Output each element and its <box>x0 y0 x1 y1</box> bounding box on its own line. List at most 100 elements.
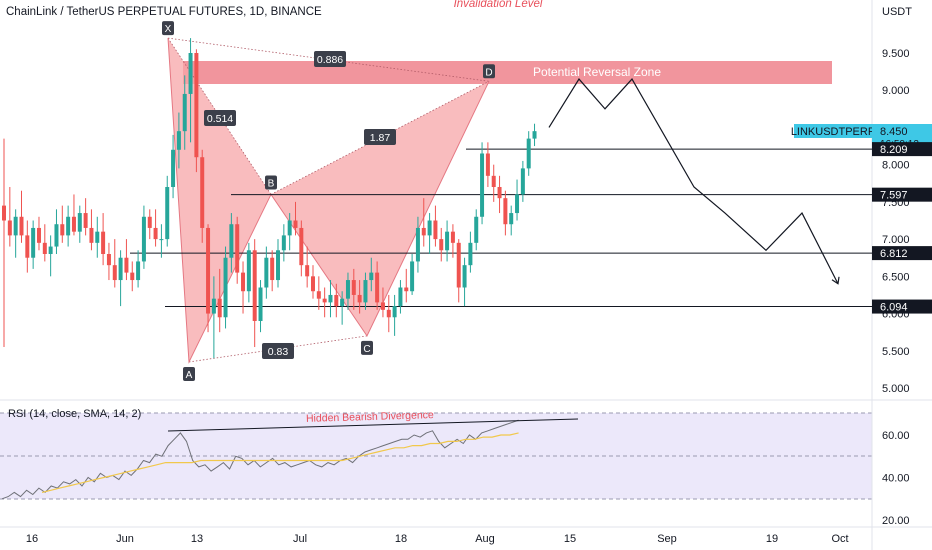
candle-body <box>293 220 298 228</box>
rsi-axis[interactable]: 60.00 40.00 20.00 <box>882 430 910 527</box>
pattern-ratio[interactable]: 1.87 <box>364 129 396 145</box>
candle-body <box>270 257 275 281</box>
pattern-ratio-label: 0.514 <box>207 113 233 125</box>
pattern-point-label: B <box>268 178 275 189</box>
price-tick-label: 5.000 <box>882 383 910 395</box>
price-tick-label: 5.500 <box>882 346 910 358</box>
time-tick-label: 18 <box>395 533 407 545</box>
candle-body <box>287 220 292 236</box>
symbol-tag-box <box>794 124 872 138</box>
candle-body <box>345 280 350 299</box>
level-tag: 6.094 <box>880 302 908 314</box>
candle-body <box>235 224 240 273</box>
candle-body <box>386 309 391 318</box>
time-tick-label: 15 <box>564 533 576 545</box>
level-tag: 8.209 <box>880 144 908 156</box>
candle-body <box>415 227 420 262</box>
candle-body <box>118 257 123 281</box>
candle-body <box>515 194 520 214</box>
rsi-indicator-label[interactable]: RSI (14, close, SMA, 14, 2) <box>8 408 141 420</box>
price-tick-label: 7.000 <box>882 234 910 246</box>
price-tick-label: 9.500 <box>882 48 910 60</box>
rsi-sma-line <box>41 432 519 493</box>
candle-body <box>229 224 234 258</box>
invalidation-level-label: Invalidation Level <box>454 0 543 10</box>
candle-body <box>357 294 362 303</box>
candle-body <box>503 198 508 225</box>
candle-body <box>404 287 409 292</box>
candle-body <box>241 272 246 292</box>
candle-body <box>310 276 315 292</box>
pattern-triangle-bcd <box>271 81 489 336</box>
pattern-point-box <box>162 21 174 36</box>
divergence-trendline[interactable] <box>167 418 579 432</box>
pattern-point-x[interactable]: X <box>162 21 174 36</box>
candlestick-series <box>2 38 537 359</box>
pattern-point-c[interactable]: C <box>361 340 373 355</box>
candle-body <box>281 235 286 251</box>
candle-body <box>369 272 374 281</box>
rsi-pane <box>1 419 519 500</box>
candle-body <box>328 294 333 303</box>
time-axis[interactable]: 16 Jun 13 Jul 18 Aug 15 Sep 19 Oct <box>26 533 849 545</box>
candle-body <box>246 250 251 292</box>
time-tick-label: Jun <box>116 533 134 545</box>
candle-body <box>375 272 380 303</box>
candle-body <box>13 216 18 236</box>
candle-body <box>54 224 59 247</box>
candle-body <box>497 187 502 199</box>
time-tick-label: Aug <box>475 533 495 545</box>
candle-body <box>526 138 531 169</box>
candle-body <box>194 53 199 158</box>
candle-body <box>316 291 321 299</box>
projection-arrowhead <box>831 276 840 285</box>
candle-body <box>264 257 269 288</box>
candle-body <box>445 231 450 251</box>
candle-body <box>182 93 187 132</box>
pattern-ratio-label: 0.886 <box>317 54 343 66</box>
pattern-ratio-box <box>204 110 236 126</box>
candle-body <box>176 131 181 150</box>
candle-body <box>124 257 129 273</box>
candle-body <box>159 239 164 241</box>
projection-path[interactable] <box>548 78 840 285</box>
candle-body <box>509 213 514 225</box>
potential-reversal-zone[interactable] <box>183 61 832 84</box>
candle-body <box>211 298 216 314</box>
candle-body <box>276 250 281 281</box>
pattern-ratio[interactable]: 0.83 <box>262 343 294 359</box>
candle-body <box>48 246 53 254</box>
pattern-point-d[interactable]: D <box>483 64 495 79</box>
price-tick-label: 8.000 <box>882 160 910 172</box>
pattern-point-label: A <box>186 370 193 381</box>
level-tag-box <box>872 299 932 314</box>
candle-body <box>71 216 76 232</box>
pattern-point-label: C <box>363 344 370 355</box>
candle-body <box>421 227 426 236</box>
candle-body <box>95 231 100 243</box>
candle-body <box>31 227 36 258</box>
time-tick-label: 16 <box>26 533 38 545</box>
candle-body <box>410 261 415 292</box>
level-tag-box <box>872 246 932 261</box>
candle-body <box>456 242 461 288</box>
rsi-line <box>1 419 519 500</box>
pattern-ratio[interactable]: 0.886 <box>314 51 346 67</box>
candle-body <box>392 306 397 318</box>
time-tick-label: Jul <box>293 533 307 545</box>
time-tick-label: 19 <box>766 533 778 545</box>
pattern-point-a[interactable]: A <box>183 366 195 381</box>
pattern-ratio-box <box>364 129 396 145</box>
candle-body <box>468 242 473 266</box>
price-axis-unit: USDT <box>882 6 912 18</box>
candle-body <box>66 216 71 236</box>
pattern-ratio[interactable]: 0.514 <box>204 110 236 126</box>
chart-title[interactable]: ChainLink / TetherUS PERPETUAL FUTURES, … <box>6 6 322 18</box>
candle-body <box>480 153 485 217</box>
time-tick-label: Sep <box>657 533 677 545</box>
pattern-point-b[interactable]: B <box>265 175 277 190</box>
candle-body <box>439 239 444 251</box>
candle-body <box>427 220 432 236</box>
